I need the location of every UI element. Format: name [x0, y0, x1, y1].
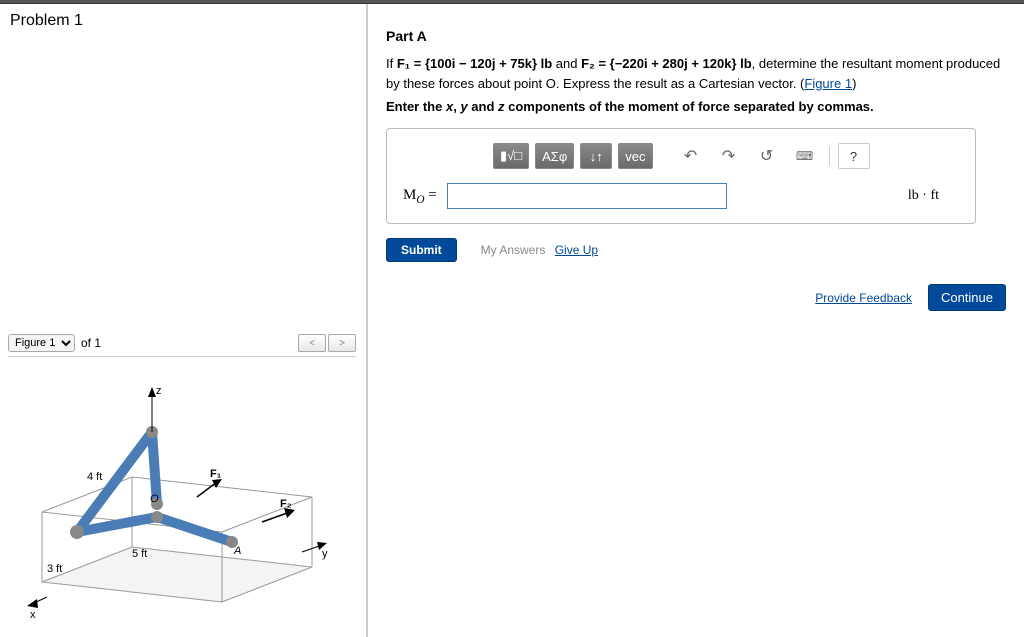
label-O: O [150, 493, 159, 505]
figure-header: Figure 1 of 1 < > [8, 334, 356, 357]
answer-unit: lb · ft [908, 188, 939, 204]
help-button[interactable]: ? [838, 143, 870, 169]
bottom-actions: Provide Feedback Continue [386, 284, 1006, 311]
figure-nav: < > [298, 334, 356, 352]
label-F1: F₁ [210, 468, 222, 480]
reset-button[interactable]: ↺ [751, 143, 783, 169]
redo-button[interactable]: ↷ [713, 143, 745, 169]
figure-link[interactable]: Figure 1 [804, 76, 852, 91]
undo-button[interactable]: ↶ [675, 143, 707, 169]
submit-row: Submit My Answers Give Up [386, 238, 1016, 262]
figure-next-button[interactable]: > [328, 334, 356, 352]
left-panel: Problem 1 Figure 1 of 1 < > [0, 4, 368, 637]
toolbar-divider [829, 146, 830, 166]
give-up-link[interactable]: Give Up [555, 243, 598, 257]
dim-5ft: 5 ft [132, 548, 147, 560]
subsup-button[interactable]: ↓↑ [580, 143, 612, 169]
my-answers-text: My Answers [481, 243, 546, 257]
answer-input[interactable] [447, 183, 727, 209]
continue-button[interactable]: Continue [928, 284, 1006, 311]
answer-links: My Answers Give Up [481, 243, 598, 257]
vec-button[interactable]: vec [618, 143, 652, 169]
answer-label: MO = [403, 187, 437, 206]
label-F2: F₂ [280, 498, 292, 510]
axis-y-label: y [322, 548, 328, 560]
right-panel: Part A If F₁ = {100i − 120j + 75k} lb an… [368, 4, 1024, 637]
part-title: Part A [386, 28, 1016, 44]
figure-section: Figure 1 of 1 < > [8, 334, 356, 627]
answer-box: ▮√□ ΑΣφ ↓↑ vec ↶ ↷ ↺ ⌨ ? MO = lb · ft [386, 128, 976, 224]
axis-x-label: x [30, 609, 36, 621]
enter-instructions: Enter the x, y and z components of the m… [386, 99, 1016, 114]
feedback-link[interactable]: Provide Feedback [815, 291, 912, 305]
figure-prev-button[interactable]: < [298, 334, 326, 352]
axis-z-label: z [156, 385, 162, 397]
submit-button[interactable]: Submit [386, 238, 457, 262]
figure-diagram: z y x 4 ft 3 ft 5 ft O A F₁ F₂ [8, 367, 356, 627]
answer-toolbar: ▮√□ ΑΣφ ↓↑ vec ↶ ↷ ↺ ⌨ ? [493, 143, 959, 169]
greek-button[interactable]: ΑΣφ [535, 143, 574, 169]
label-A: A [233, 545, 241, 557]
main-container: Problem 1 Figure 1 of 1 < > [0, 4, 1024, 637]
answer-row: MO = lb · ft [403, 183, 959, 209]
figure-select[interactable]: Figure 1 [8, 334, 75, 352]
dim-4ft: 4 ft [87, 471, 102, 483]
keyboard-button[interactable]: ⌨ [789, 143, 821, 169]
dim-3ft: 3 ft [47, 563, 62, 575]
figure-of-text: of 1 [81, 336, 101, 350]
templates-button[interactable]: ▮√□ [493, 143, 529, 169]
problem-statement: If F₁ = {100i − 120j + 75k} lb and F₂ = … [386, 54, 1016, 93]
problem-title: Problem 1 [10, 12, 366, 30]
